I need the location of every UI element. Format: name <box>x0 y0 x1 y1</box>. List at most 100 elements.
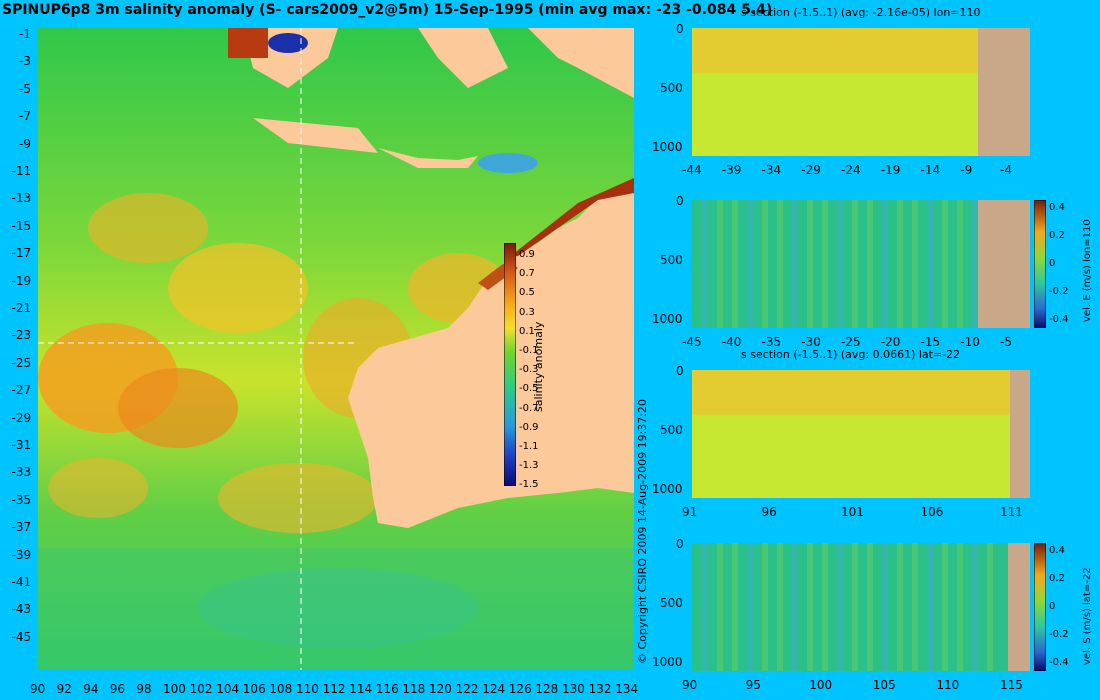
colorbar-tick-label: -0.3 <box>519 364 539 376</box>
lat-tick-label: -25 <box>11 355 32 370</box>
velocity-colorbar-tick: -0.4 <box>1049 314 1069 325</box>
lon-tick-label: 112 <box>322 682 346 696</box>
lat-tick-label: -5 <box>19 81 31 96</box>
panel-x-tick-label: -39 <box>721 163 742 177</box>
lat-tick-label: -13 <box>11 191 32 206</box>
panel-y-tick-label: 1000 <box>652 140 683 154</box>
panel-y-tick-label: 500 <box>660 81 683 95</box>
panel-x-tick-label: -44 <box>682 163 702 177</box>
lat-tick-label: -15 <box>11 218 32 233</box>
panel-x-tick-label: -45 <box>682 335 702 349</box>
lat-tick-label: -39 <box>11 547 32 562</box>
velocity-colorbar-tick: 0.4 <box>1049 545 1065 556</box>
colorbar-tick-label: -0.5 <box>519 383 539 395</box>
colorbar-tick-label: 0.3 <box>519 306 535 318</box>
panel-x-tick-label: 90 <box>682 678 698 692</box>
lon-tick-label: 110 <box>296 682 319 696</box>
velocity-colorbar-tick: 0.4 <box>1049 202 1065 213</box>
panel-x-tick-label: 105 <box>872 678 896 692</box>
panel-y-tick-label: 0 <box>676 194 684 208</box>
velocity-colorbar <box>1034 543 1046 671</box>
colorbar-tick-label: 0.1 <box>519 325 535 337</box>
colorbar-tick-label: -0.7 <box>519 402 539 414</box>
section-plot <box>692 370 1030 498</box>
lon-tick-label: 126 <box>508 682 532 696</box>
panel-x-tick-label: -19 <box>880 163 901 177</box>
colorbar-tick-label: -0.1 <box>519 345 539 356</box>
lat-tick-label: -3 <box>19 54 31 69</box>
velocity-colorbar-tick: 0.2 <box>1049 230 1065 241</box>
lon-tick-label: 94 <box>83 682 99 696</box>
panel-y-tick-label: 500 <box>660 423 683 437</box>
lat-tick-label: -27 <box>11 383 32 398</box>
panel-title: s section (-1.5..1) (avg: 0.0661) lat=-2… <box>741 348 961 361</box>
panel-x-tick-label: 101 <box>841 505 864 519</box>
panel-x-tick-label: 115 <box>1000 678 1023 692</box>
lon-tick-label: 124 <box>482 682 506 696</box>
panel-y-tick-label: 0 <box>676 22 684 36</box>
panel-x-tick-label: -34 <box>761 163 782 177</box>
lat-tick-label: -9 <box>19 136 31 151</box>
section-plot <box>692 28 1030 156</box>
velocity-colorbar <box>1034 200 1046 328</box>
map-colorbar-label: salinity anomaly <box>532 321 545 412</box>
lon-tick-label: 118 <box>402 682 426 696</box>
lat-tick-label: -23 <box>11 328 32 343</box>
section-plot <box>692 543 1030 671</box>
panel-x-tick-label: -9 <box>960 163 973 177</box>
panel-x-tick-label: 91 <box>682 505 698 519</box>
colorbar-tick-label: 0.5 <box>519 287 535 299</box>
velocity-colorbar-label: vel. S (m/s) lat=-22 <box>1082 567 1093 665</box>
lat-tick-label: -7 <box>19 109 31 124</box>
lon-tick-label: 96 <box>109 682 126 696</box>
lon-tick-label: 122 <box>455 682 479 696</box>
panel-x-tick-label: 111 <box>1000 505 1023 519</box>
panel-x-tick-label: -14 <box>920 163 941 177</box>
panel-x-tick-label: -10 <box>960 335 980 349</box>
lat-tick-label: -19 <box>11 273 32 288</box>
lon-tick-label: 132 <box>588 682 612 696</box>
velocity-colorbar-tick: 0 <box>1049 258 1056 269</box>
velocity-colorbar-label: vel. E (m/s) lon=110 <box>1082 219 1093 322</box>
lon-tick-label: 120 <box>429 682 452 696</box>
lat-tick-label: -35 <box>11 492 32 507</box>
velocity-colorbar-tick: -0.2 <box>1049 629 1069 640</box>
panel-x-tick-label: -20 <box>880 335 901 349</box>
panel-x-tick-label: -30 <box>801 335 821 349</box>
lat-tick-label: -11 <box>11 164 32 178</box>
panel-x-tick-label: -40 <box>721 335 742 349</box>
lat-tick-label: -37 <box>11 520 32 535</box>
colorbar-tick-label: 0.7 <box>519 268 535 280</box>
panel-y-tick-label: 500 <box>660 253 683 267</box>
panel-y-tick-label: 1000 <box>652 482 683 496</box>
lat-tick-label: -41 <box>11 575 32 589</box>
lon-tick-label: 90 <box>30 682 46 696</box>
lon-tick-label: 92 <box>56 682 72 696</box>
lon-tick-label: 114 <box>349 682 373 696</box>
lon-tick-label: 106 <box>242 682 266 696</box>
lon-tick-label: 116 <box>375 682 399 696</box>
panel-x-tick-label: -35 <box>761 335 782 349</box>
lon-tick-label: 108 <box>269 682 293 696</box>
lat-tick-label: -21 <box>11 301 32 315</box>
panel-y-tick-label: 0 <box>676 537 684 551</box>
lat-tick-label: -43 <box>11 602 32 617</box>
panel-x-tick-label: -29 <box>801 163 821 177</box>
lon-tick-label: 98 <box>136 682 152 696</box>
section-plot <box>692 200 1030 328</box>
panel-x-tick-label: 110 <box>936 678 960 692</box>
copyright-text: © Copyright CSIRO 2009 14-Aug-2009 19:37… <box>636 398 649 664</box>
colorbar-tick-label: -0.9 <box>519 421 539 433</box>
colorbar-tick-label: 0.9 <box>519 249 535 260</box>
panel-x-tick-label: -4 <box>1000 163 1012 177</box>
lon-tick-label: 134 <box>615 682 639 696</box>
colorbar-tick-label: -1.5 <box>519 479 539 491</box>
lat-tick-label: -17 <box>11 246 32 261</box>
panel-x-tick-label: 100 <box>809 678 833 692</box>
panel-x-tick-label: -15 <box>920 335 941 349</box>
panel-x-tick-label: -5 <box>1000 335 1012 349</box>
velocity-colorbar-tick: 0 <box>1049 601 1056 612</box>
velocity-colorbar-tick: -0.2 <box>1049 286 1069 297</box>
lat-tick-label: -29 <box>11 410 32 425</box>
panel-y-tick-label: 1000 <box>652 655 683 669</box>
